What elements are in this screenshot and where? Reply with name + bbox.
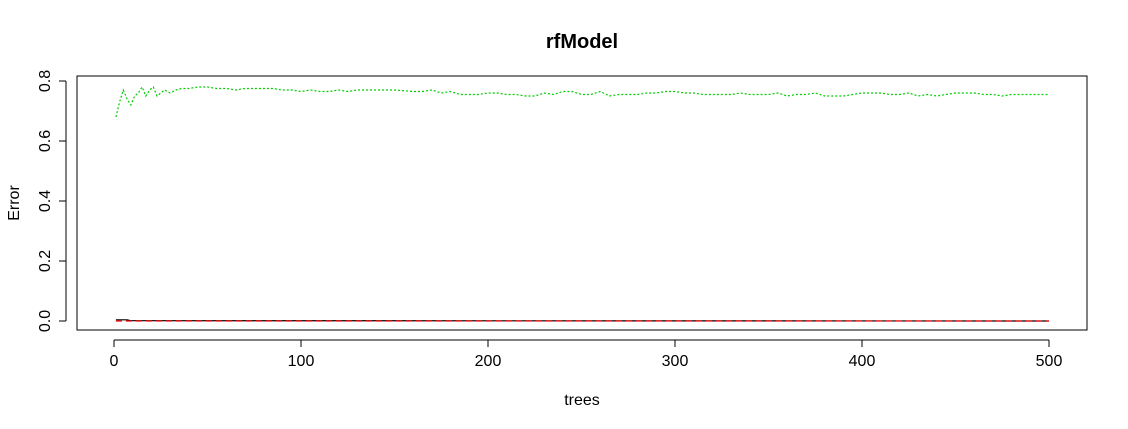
chart-title: rfModel — [546, 31, 618, 53]
x-tick-label: 0 — [110, 353, 119, 370]
y-axis: 0.0 0.2 0.4 0.6 0.8 — [37, 70, 67, 332]
x-tick-label: 200 — [475, 353, 502, 370]
x-tick-label: 400 — [849, 353, 876, 370]
x-axis-label: trees — [564, 392, 600, 409]
series-line-2 — [115, 319, 1050, 322]
y-axis-label: Error — [6, 185, 23, 221]
y-tick-label: 0.6 — [37, 130, 54, 152]
plot-frame — [76, 75, 1088, 331]
y-tick-label: 0.8 — [37, 70, 54, 92]
x-tick-label: 500 — [1036, 353, 1063, 370]
series-line-1 — [115, 85, 1049, 118]
y-tick-label: 0.0 — [37, 310, 54, 332]
x-tick-label: 300 — [662, 353, 689, 370]
y-tick-label: 0.2 — [37, 250, 54, 272]
series-layer — [115, 85, 1050, 322]
x-axis: 0 100 200 300 400 500 — [110, 339, 1063, 370]
y-tick-label: 0.4 — [37, 190, 54, 212]
x-tick-label: 100 — [288, 353, 315, 370]
